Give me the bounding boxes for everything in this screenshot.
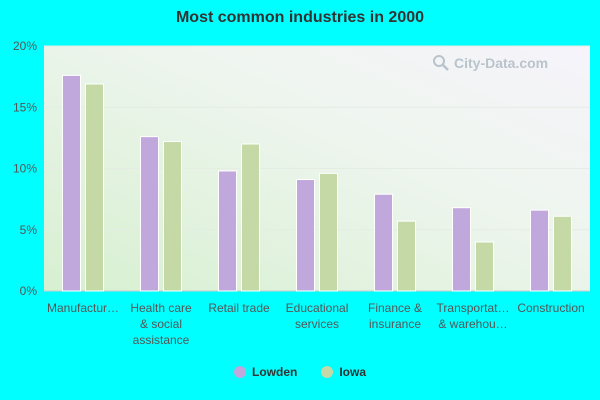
bar-lowden-2[interactable] [218,170,237,292]
bar-iowa-0[interactable] [85,83,104,292]
bar-iowa-1[interactable] [163,141,182,292]
x-category-label: Construction [517,301,584,315]
legend-swatch-iowa [321,366,334,378]
magnifier-icon [433,55,449,71]
legend: Lowden Iowa [0,365,600,379]
legend-item-iowa[interactable]: Iowa [321,365,366,379]
x-category-label: Retail trade [208,301,270,315]
x-category-label: Finance & insurance [368,301,422,331]
y-tick-label: 0% [20,284,38,298]
bar-iowa-4[interactable] [397,220,416,292]
x-category-label: Transportat… & warehou… [437,301,510,331]
chart-title: Most common industries in 2000 [175,9,425,26]
x-category-label: Health care & social assistance [130,301,192,347]
bar-lowden-4[interactable] [374,193,393,292]
legend-item-lowden[interactable]: Lowden [234,365,297,379]
watermark-text: City-Data.com [454,55,549,71]
bar-iowa-5[interactable] [475,241,494,292]
x-category-label: Educational services [286,301,349,331]
bar-lowden-5[interactable] [452,207,471,292]
bar-lowden-0[interactable] [62,74,81,292]
legend-label-lowden: Lowden [252,365,298,379]
bar-iowa-6[interactable] [553,215,572,292]
bar-iowa-2[interactable] [241,143,260,292]
y-tick-label: 10% [13,162,37,176]
legend-swatch-lowden [234,366,246,378]
y-tick-label: 15% [13,100,37,114]
bar-lowden-1[interactable] [140,136,159,292]
legend-label-iowa: Iowa [339,365,366,379]
bar-lowden-6[interactable] [530,209,549,292]
watermark: City-Data.com [432,54,548,72]
y-tick-label: 20% [13,39,37,53]
x-category-label: Manufactur… [47,301,119,315]
bar-lowden-3[interactable] [296,179,315,292]
y-tick-label: 5% [20,223,38,237]
bar-iowa-3[interactable] [319,172,338,292]
